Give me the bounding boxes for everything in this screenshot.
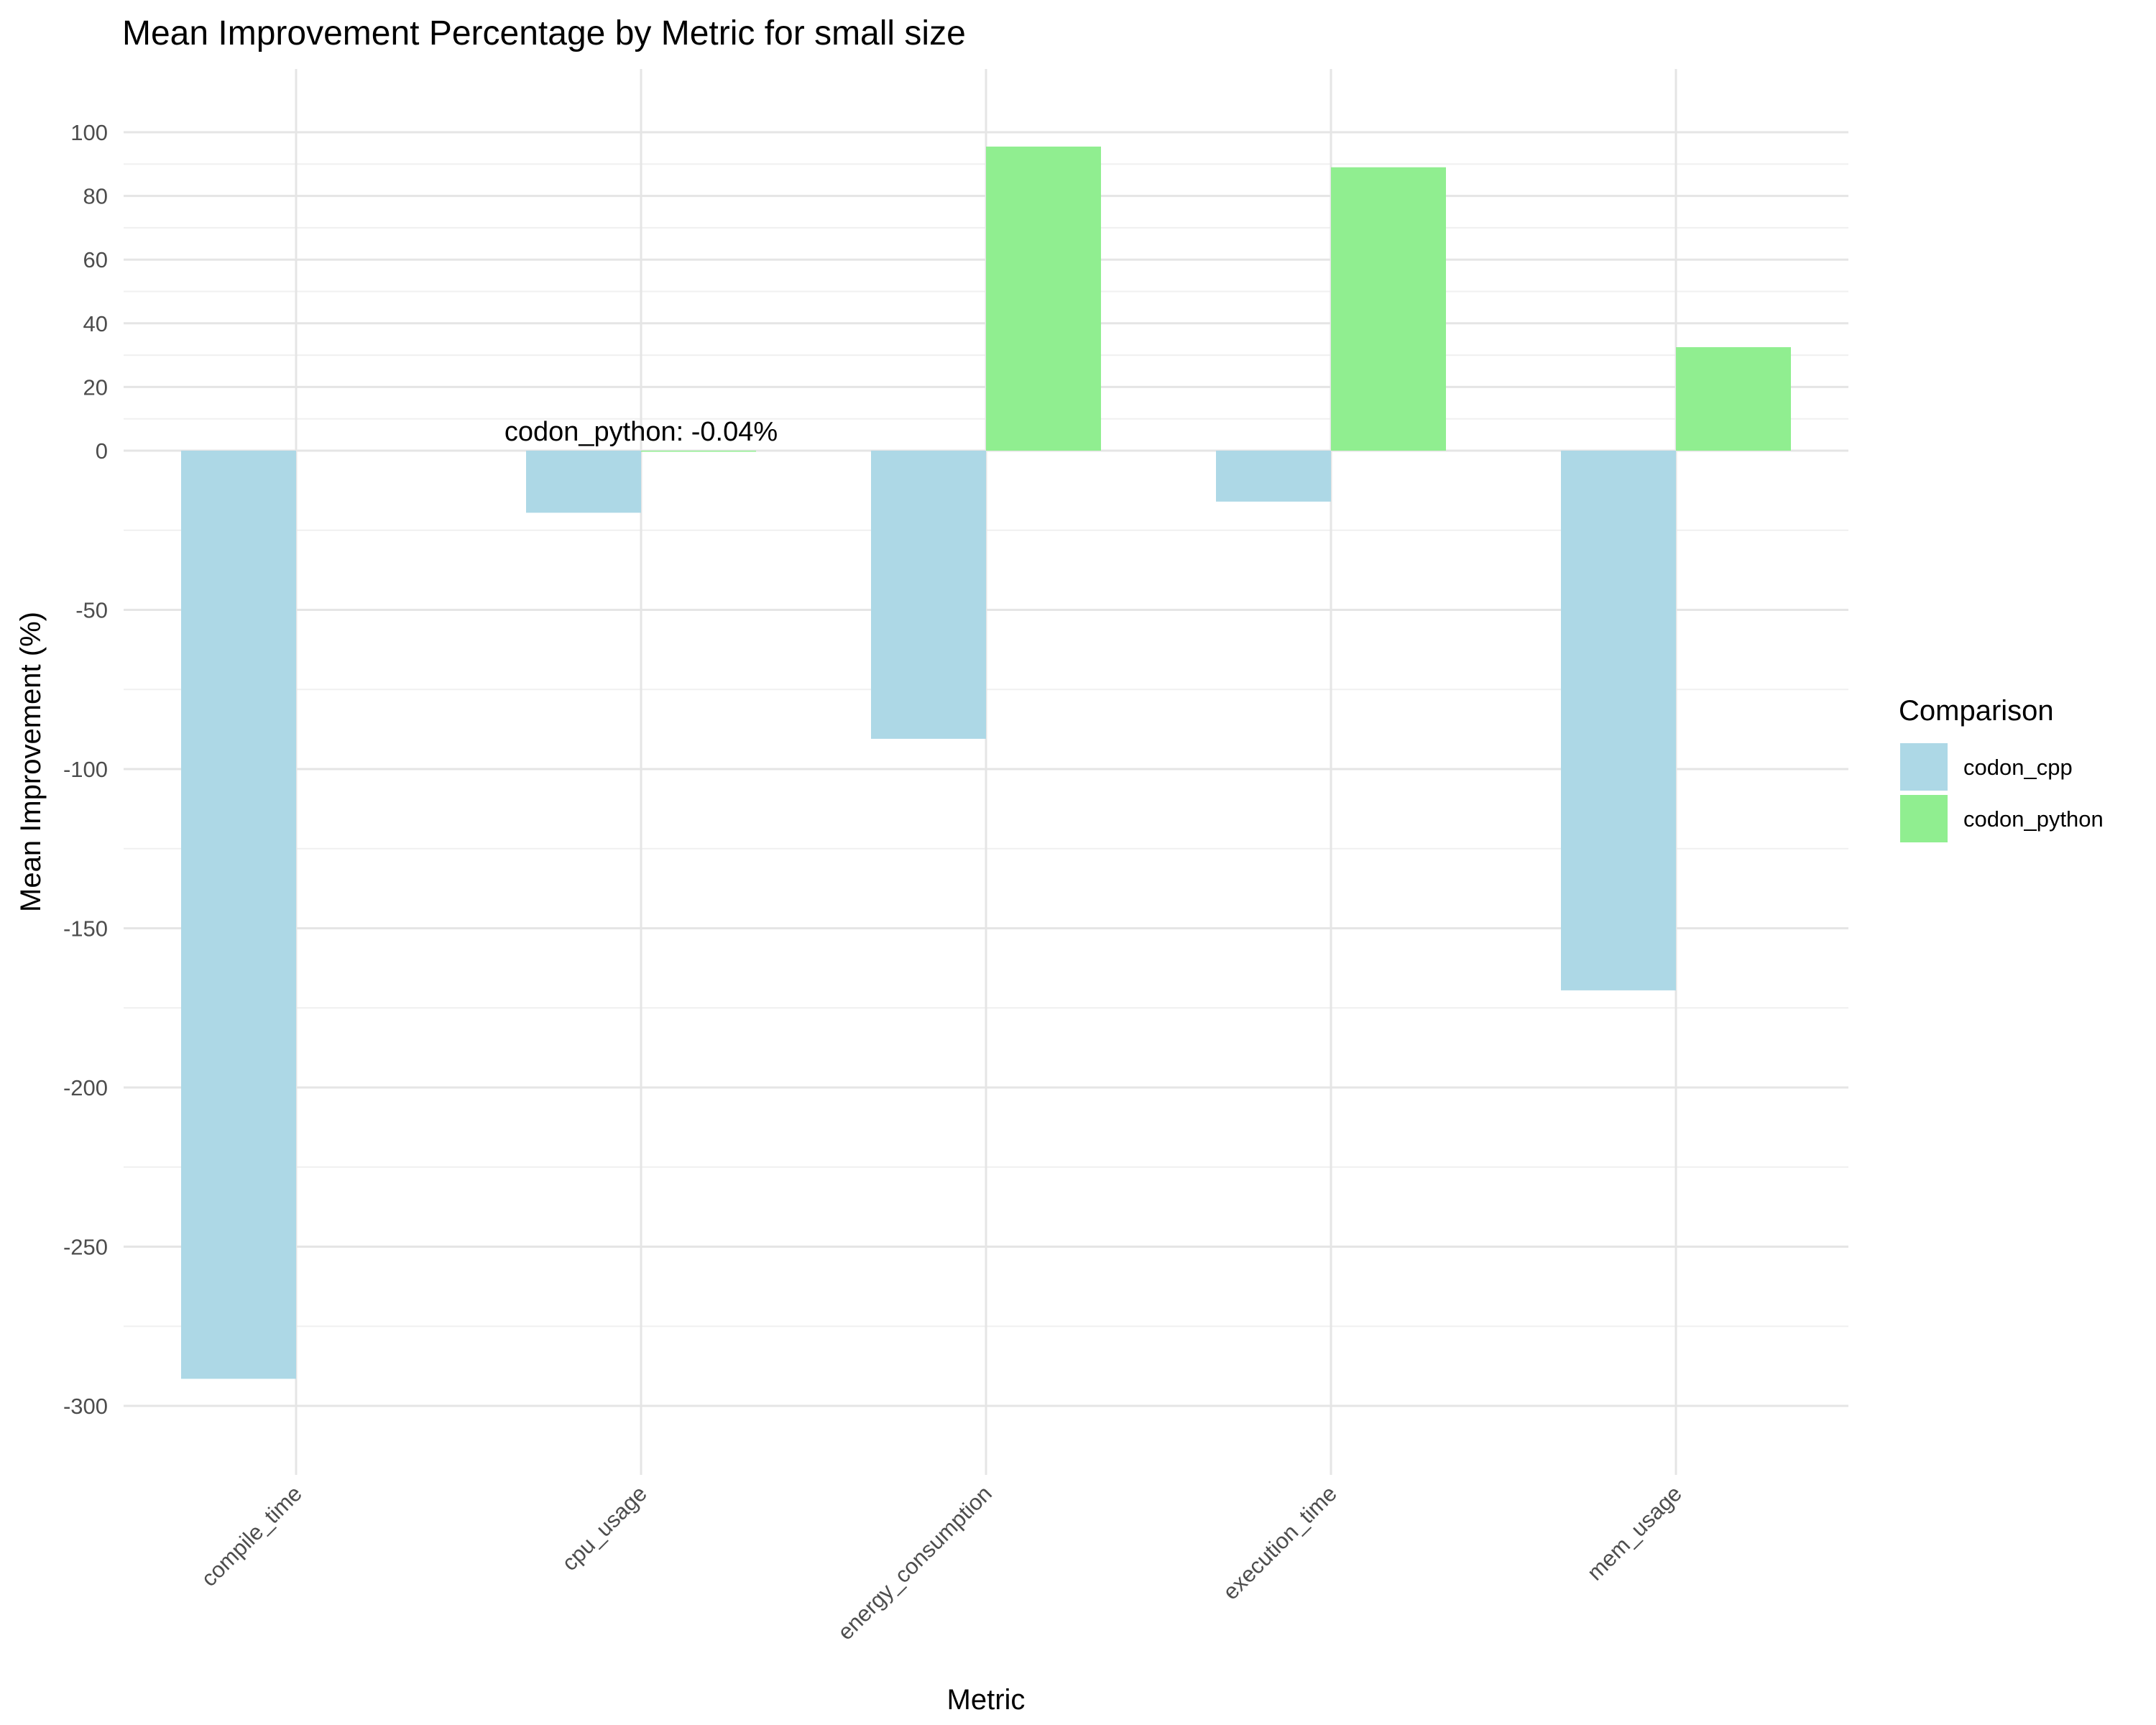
bar-codon_cpp-mem_usage bbox=[1561, 451, 1676, 990]
y-tick-label: 20 bbox=[83, 374, 108, 400]
y-tick-label: -150 bbox=[63, 916, 108, 942]
bar-codon_python-execution_time bbox=[1331, 167, 1446, 451]
y-tick-label: -100 bbox=[63, 757, 108, 782]
y-axis-ticks: 100 80 60 40 20 0 -50 -100 -150 -200 -250 -300 bbox=[63, 120, 108, 1419]
y-tick-label: 0 bbox=[96, 438, 108, 464]
bar-codon_python-energy_consumption bbox=[986, 146, 1101, 451]
bar-codon_python-mem_usage bbox=[1676, 347, 1791, 451]
bar-codon_cpp-compile_time bbox=[181, 451, 296, 1379]
legend-key-codon-cpp bbox=[1900, 743, 1948, 791]
y-tick-label: 100 bbox=[70, 120, 108, 145]
y-tick-label: 40 bbox=[83, 311, 108, 336]
legend-label-codon-cpp: codon_cpp bbox=[1963, 755, 2073, 780]
y-tick-label: -50 bbox=[75, 598, 108, 623]
annotation-label: codon_python: -0.04% bbox=[505, 417, 778, 447]
chart-title: Mean Improvement Percentage by Metric fo… bbox=[122, 14, 966, 52]
y-tick-label: 60 bbox=[83, 247, 108, 272]
bars bbox=[181, 146, 1791, 1379]
y-axis-title: Mean Improvement (%) bbox=[15, 612, 47, 912]
bar-codon_cpp-cpu_usage bbox=[526, 451, 641, 513]
y-tick-label: -250 bbox=[63, 1235, 108, 1260]
legend-key-codon-python bbox=[1900, 795, 1948, 842]
y-tick-label: 80 bbox=[83, 184, 108, 209]
legend: Comparison codon_cpp codon_python bbox=[1899, 695, 2104, 842]
legend-label-codon-python: codon_python bbox=[1963, 806, 2104, 832]
bar-codon_cpp-energy_consumption bbox=[871, 451, 986, 739]
bar-codon_python-cpu_usage bbox=[641, 451, 756, 452]
legend-title: Comparison bbox=[1899, 695, 2054, 727]
y-tick-label: -200 bbox=[63, 1075, 108, 1100]
x-axis-title: Metric bbox=[947, 1684, 1026, 1716]
y-tick-label: -300 bbox=[63, 1394, 108, 1419]
bar-codon_cpp-execution_time bbox=[1216, 451, 1331, 502]
